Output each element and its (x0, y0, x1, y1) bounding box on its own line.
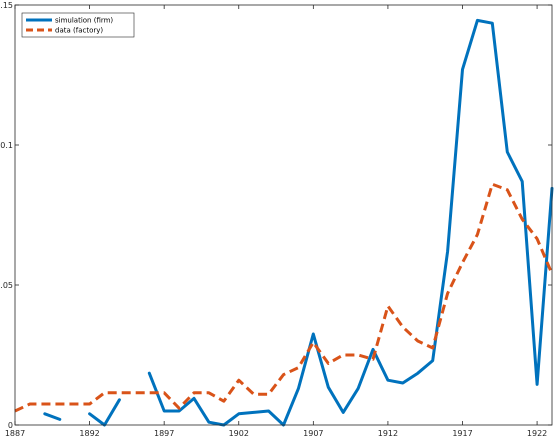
series-1-line-segment (43, 412, 62, 421)
y-tick-label: 0 (8, 421, 13, 430)
x-tick-label: 1887 (5, 429, 25, 438)
series-2-line-segment (14, 182, 554, 413)
y-tick-label: 0.1 (0, 141, 13, 150)
legend: simulation (firm) data (factory) (21, 12, 135, 38)
axes-layer (14, 4, 553, 426)
x-tick-label: 1912 (378, 429, 398, 438)
legend-label-series-2: data (factory) (55, 27, 103, 35)
x-tick-label: 1907 (303, 429, 323, 438)
series-1-line-segment (147, 18, 554, 427)
legend-label-series-1: simulation (firm) (55, 17, 113, 25)
x-tick-label: 1892 (79, 429, 99, 438)
legend-box (21, 12, 135, 38)
y-tick-label: 0.15 (0, 1, 13, 10)
x-tick-label: 1917 (452, 429, 472, 438)
x-tick-label: 1897 (154, 429, 174, 438)
x-tick-label: 1922 (527, 429, 547, 438)
y-tick-label: 0.05 (0, 281, 13, 290)
plot-frame (14, 4, 553, 426)
x-tick-label: 1902 (229, 429, 249, 438)
